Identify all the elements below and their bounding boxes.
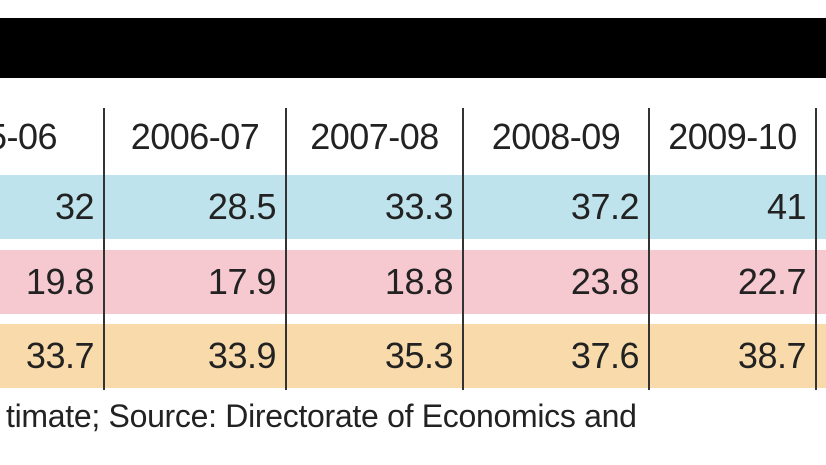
table-cell: 38.7: [737, 335, 807, 376]
column-divider: [815, 108, 817, 390]
table-cell: 23.8: [570, 261, 640, 302]
table-cell: 28.5: [207, 186, 277, 227]
column-header: 2009-10: [668, 116, 797, 157]
row-band: [0, 324, 826, 388]
table-cell: 18.8: [384, 261, 454, 302]
column-header: 2007-08: [310, 116, 439, 157]
footer: timate; Source: Directorate of Economics…: [6, 398, 637, 434]
table-cell: 35.3: [384, 335, 454, 376]
column-divider: [462, 108, 464, 390]
table-cell: 37.2: [570, 186, 640, 227]
column-divider: [285, 108, 287, 390]
table-cell: 19.8: [25, 261, 95, 302]
row-band: [0, 250, 826, 314]
row-band: [0, 175, 826, 239]
column-divider: [648, 108, 650, 390]
column-header: 2008-09: [491, 116, 621, 157]
table-cell: 17.9: [207, 261, 277, 302]
table-cell: 22.7: [737, 261, 807, 302]
column-header: 2006-07: [130, 116, 260, 157]
table-cell: 33.7: [25, 335, 95, 376]
table-cell: 32: [54, 186, 95, 227]
table-cell: 37.6: [570, 335, 640, 376]
header-bar: [0, 18, 826, 78]
table-cell: 41: [766, 186, 807, 227]
column-divider: [103, 108, 105, 390]
table-cell: 33.9: [207, 335, 277, 376]
column-header: 5-06: [0, 116, 58, 157]
table-cell: 33.3: [384, 186, 454, 227]
